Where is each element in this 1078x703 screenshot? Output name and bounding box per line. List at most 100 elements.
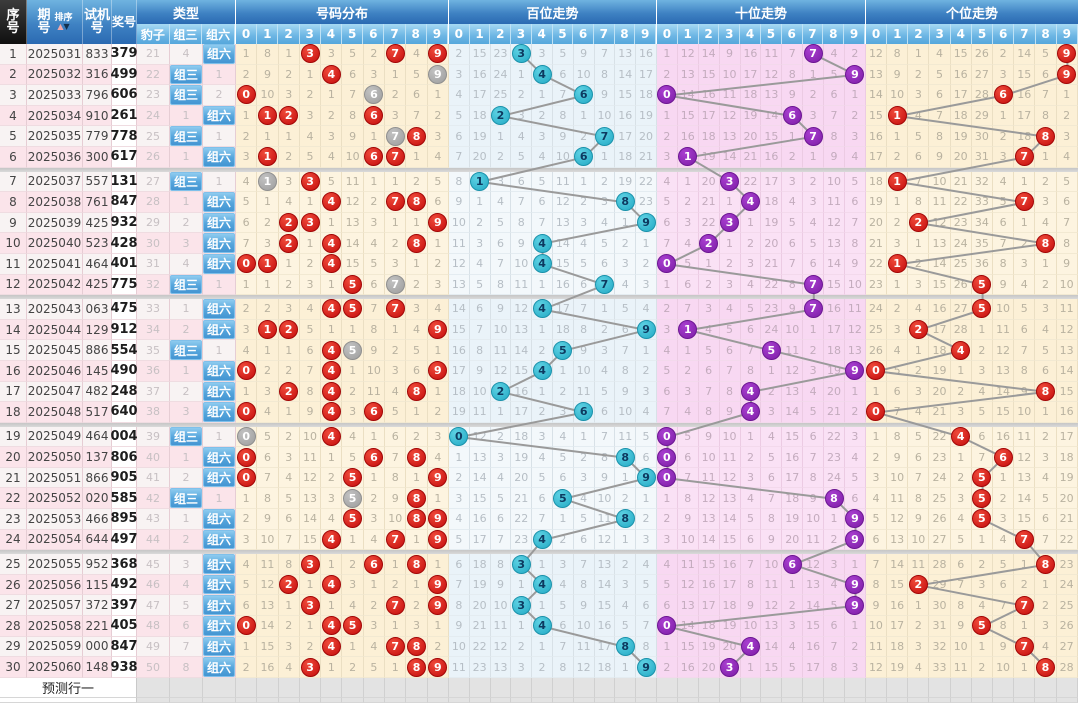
ge-miss-cell: 1 <box>1035 402 1057 423</box>
ge-miss-count: 1 <box>1020 174 1028 188</box>
shi-miss-count: 12 <box>764 598 779 612</box>
bai-miss-cell: 7 <box>469 319 491 341</box>
dist-miss-count: 4 <box>434 150 442 164</box>
dist-miss-count: 1 <box>370 174 378 188</box>
bai-miss-cell: 9 <box>448 192 470 213</box>
shi-miss-count: 23 <box>764 302 779 316</box>
shi-miss-count: 7 <box>830 109 838 123</box>
shi-miss-count: 6 <box>726 343 734 357</box>
shi-miss-cell: 2 <box>656 64 678 86</box>
bai-miss-cell: 2 <box>636 509 657 530</box>
sort-descending-icon[interactable]: ▼ <box>63 22 70 31</box>
ge-miss-count: 10 <box>1059 277 1074 291</box>
shi-miss-count: 8 <box>788 277 796 291</box>
shi-miss-cell: 8 <box>782 64 804 86</box>
ge-miss-count: 5 <box>999 195 1007 209</box>
type-miss-count: 22 <box>146 67 160 81</box>
shi-hit-cell: 4 <box>740 636 762 658</box>
shi-miss-cell: 2 <box>698 274 720 296</box>
bai-miss-count: 9 <box>496 578 504 592</box>
bai-miss-cell: 10 <box>448 636 470 658</box>
dist-miss-count: 3 <box>370 67 378 81</box>
digit-column-header: 2 <box>908 24 930 44</box>
ge-miss-count: 11 <box>932 195 947 209</box>
shi-miss-cell: 9 <box>719 402 741 423</box>
footer-empty-cell <box>761 678 783 698</box>
bai-miss-count: 18 <box>451 384 466 398</box>
bai-miss-cell: 18 <box>448 381 470 403</box>
dist-hit-circle: 1 <box>257 147 277 167</box>
ge-miss-count: 4 <box>872 491 880 505</box>
ge-miss-count: 16 <box>932 302 947 316</box>
shi-miss-cell: 1 <box>698 253 720 275</box>
bai-miss-cell: 5 <box>552 44 574 65</box>
bai-miss-count: 9 <box>517 236 525 250</box>
bai-miss-cell: 18 <box>511 426 533 448</box>
dist-miss-count: 1 <box>370 578 378 592</box>
dist-miss-count: 1 <box>327 323 335 337</box>
footer-empty-cell <box>698 678 720 698</box>
ge-miss-cell: 2 <box>992 488 1015 510</box>
ge-miss-cell: 10 <box>950 636 972 658</box>
dist-miss-count: 1 <box>391 557 399 571</box>
shi-miss-cell: 1 <box>719 192 741 213</box>
type-miss-count: 1 <box>182 195 190 209</box>
bai-miss-count: 10 <box>451 639 466 653</box>
table-row: 2 2025032 316 499 22 组三 1 2 9 2 1 4 6 3 1 5 9 3 16 24 1 4 6 10 8… <box>0 64 1078 86</box>
bai-miss-cell: 10 <box>573 360 595 382</box>
shi-miss-cell: 4 <box>844 146 866 168</box>
bai-hit-circle: 4 <box>532 575 552 595</box>
bai-miss-count: 10 <box>576 67 591 81</box>
shi-miss-count: 2 <box>851 639 859 653</box>
dist-miss-count: 1 <box>285 47 293 61</box>
bai-miss-count: 4 <box>538 450 546 464</box>
shi-miss-cell: 2 <box>844 402 866 423</box>
shi-miss-count: 14 <box>722 512 737 526</box>
shi-miss-count: 2 <box>746 450 754 464</box>
ge-miss-cell: 3 <box>992 509 1015 530</box>
type-hit-cell: 组六 <box>203 402 236 423</box>
ge-miss-count: 2 <box>893 150 901 164</box>
shi-miss-count: 4 <box>705 323 713 337</box>
type-miss-count: 32 <box>146 277 160 291</box>
sort-ascending-icon[interactable]: ▲ <box>57 22 64 31</box>
bai-miss-cell: 5 <box>615 299 637 320</box>
type-hit-chip: 组六 <box>203 467 235 488</box>
dist-miss-count: 5 <box>413 67 421 81</box>
shi-miss-count: 12 <box>722 471 737 485</box>
ge-miss-cell: 3 <box>971 360 993 382</box>
sort-control[interactable]: 排序 ▲ ▼ <box>54 13 72 31</box>
dist-hit-cell: 8 <box>406 657 428 678</box>
ge-miss-cell: 3 <box>1035 299 1057 320</box>
ge-miss-cell: 25 <box>929 488 951 510</box>
shi-miss-cell: 8 <box>844 233 866 254</box>
dist-hit-circle: 5 <box>343 299 363 319</box>
ge-miss-cell: 10 <box>1056 274 1078 296</box>
bai-miss-cell: 14 <box>552 233 574 254</box>
shi-miss-count: 11 <box>680 557 695 571</box>
footer-empty-cell <box>469 678 491 698</box>
dist-miss-count: 1 <box>306 619 314 633</box>
dist-miss-cell: 4 <box>236 340 258 361</box>
type-miss-cell: 8 <box>170 657 203 678</box>
bai-miss-count: 3 <box>559 557 567 571</box>
bai-miss-count: 12 <box>514 302 529 316</box>
ge-miss-cell: 15 <box>887 574 909 596</box>
shi-miss-cell: 3 <box>698 299 720 320</box>
ge-hit-circle: 1 <box>887 171 907 191</box>
shi-miss-count: 15 <box>701 557 716 571</box>
shi-miss-count: 6 <box>809 429 817 443</box>
dist-miss-cell: 5 <box>385 402 407 423</box>
shi-miss-count: 20 <box>743 129 758 143</box>
bai-miss-cell: 13 <box>511 319 533 341</box>
dist-miss-count: 1 <box>327 660 335 674</box>
shi-hit-cell: 9 <box>844 360 866 382</box>
ge-miss-cell: 7 <box>971 447 993 468</box>
dist-miss-count: 10 <box>345 150 360 164</box>
dist-hit-circle: 9 <box>428 320 448 340</box>
dist-hit-cell: 6 <box>363 146 386 168</box>
ge-miss-count: 7 <box>1020 343 1028 357</box>
dist-miss-cell: 1 <box>406 253 428 275</box>
prize-cell: 405 <box>110 616 138 637</box>
